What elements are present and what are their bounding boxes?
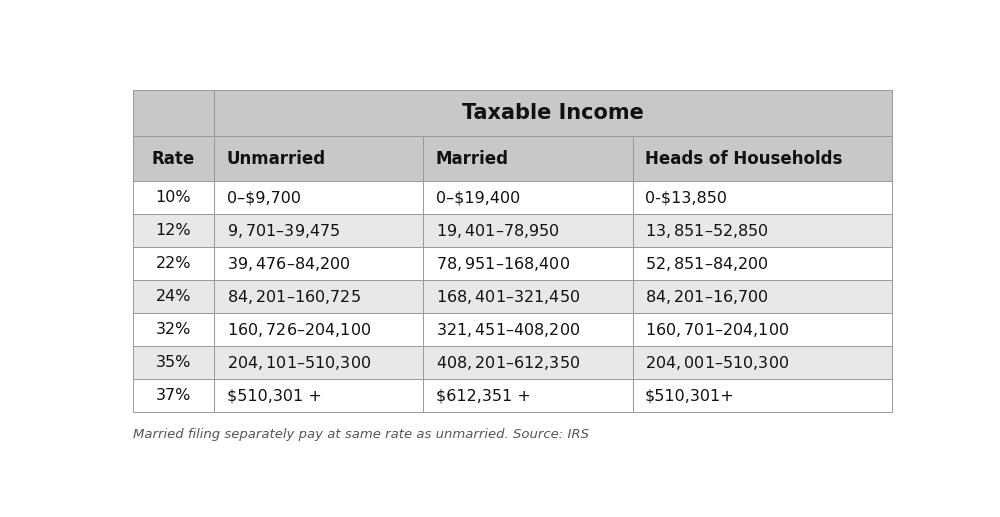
Text: $19,401–$78,950: $19,401–$78,950 — [436, 222, 560, 240]
Bar — [133, 90, 214, 135]
Bar — [133, 135, 214, 181]
Bar — [633, 280, 892, 313]
Bar — [214, 248, 423, 280]
Text: $204,001–$510,300: $204,001–$510,300 — [645, 354, 789, 372]
Bar — [133, 248, 214, 280]
Text: 0–$19,400: 0–$19,400 — [436, 190, 520, 205]
Text: 37%: 37% — [156, 388, 191, 403]
Bar — [214, 346, 423, 379]
Text: Heads of Households: Heads of Households — [645, 149, 842, 168]
Text: 22%: 22% — [156, 256, 191, 271]
Text: Unmarried: Unmarried — [227, 149, 326, 168]
Bar — [214, 215, 423, 248]
Text: 0-$13,850: 0-$13,850 — [645, 190, 727, 205]
Bar — [133, 379, 214, 413]
Bar — [423, 313, 633, 346]
Bar — [214, 379, 423, 413]
Bar — [423, 181, 633, 215]
Bar — [423, 379, 633, 413]
Bar — [423, 248, 633, 280]
Text: $78,951–$168,400: $78,951–$168,400 — [436, 255, 570, 273]
Text: $321,451–$408,200: $321,451–$408,200 — [436, 321, 580, 339]
Text: 0–$9,700: 0–$9,700 — [227, 190, 301, 205]
Bar — [214, 181, 423, 215]
Text: Married filing separately pay at same rate as unmarried. Source: IRS: Married filing separately pay at same ra… — [133, 428, 589, 442]
Text: $408,201–$612,350: $408,201–$612,350 — [436, 354, 580, 372]
Bar — [633, 346, 892, 379]
Bar — [133, 181, 214, 215]
Text: $9,701–$39,475: $9,701–$39,475 — [227, 222, 340, 240]
Bar — [633, 181, 892, 215]
Text: $612,351 +: $612,351 + — [436, 388, 531, 403]
Bar — [133, 280, 214, 313]
Text: Rate: Rate — [152, 149, 195, 168]
Bar — [633, 313, 892, 346]
Bar — [133, 346, 214, 379]
Bar — [214, 280, 423, 313]
Bar — [214, 135, 423, 181]
Text: 35%: 35% — [156, 355, 191, 370]
Text: $39,476–$84,200: $39,476–$84,200 — [227, 255, 350, 273]
Bar — [214, 90, 892, 135]
Text: 10%: 10% — [156, 190, 191, 205]
Text: Taxable Income: Taxable Income — [462, 103, 644, 123]
Text: $168,401–$321,450: $168,401–$321,450 — [436, 288, 580, 306]
Bar — [633, 379, 892, 413]
Bar — [423, 135, 633, 181]
Text: Married: Married — [436, 149, 509, 168]
Bar — [423, 280, 633, 313]
Text: $13,851–$52,850: $13,851–$52,850 — [645, 222, 769, 240]
Bar — [633, 135, 892, 181]
Text: 32%: 32% — [156, 323, 191, 338]
Text: $204,101–$510,300: $204,101–$510,300 — [227, 354, 371, 372]
Text: $84,201–$16,700: $84,201–$16,700 — [645, 288, 769, 306]
Text: $510,301+: $510,301+ — [645, 388, 735, 403]
Text: $160,701–$204,100: $160,701–$204,100 — [645, 321, 789, 339]
Bar — [633, 248, 892, 280]
Bar — [423, 346, 633, 379]
Bar — [133, 313, 214, 346]
Text: $84,201–$160,725: $84,201–$160,725 — [227, 288, 360, 306]
Bar — [214, 313, 423, 346]
Bar — [633, 215, 892, 248]
Text: 24%: 24% — [156, 290, 191, 305]
Text: $510,301 +: $510,301 + — [227, 388, 321, 403]
Text: 12%: 12% — [156, 223, 191, 238]
Bar — [133, 215, 214, 248]
Text: $160,726–$204,100: $160,726–$204,100 — [227, 321, 371, 339]
Bar — [423, 215, 633, 248]
Text: $52,851–$84,200: $52,851–$84,200 — [645, 255, 769, 273]
